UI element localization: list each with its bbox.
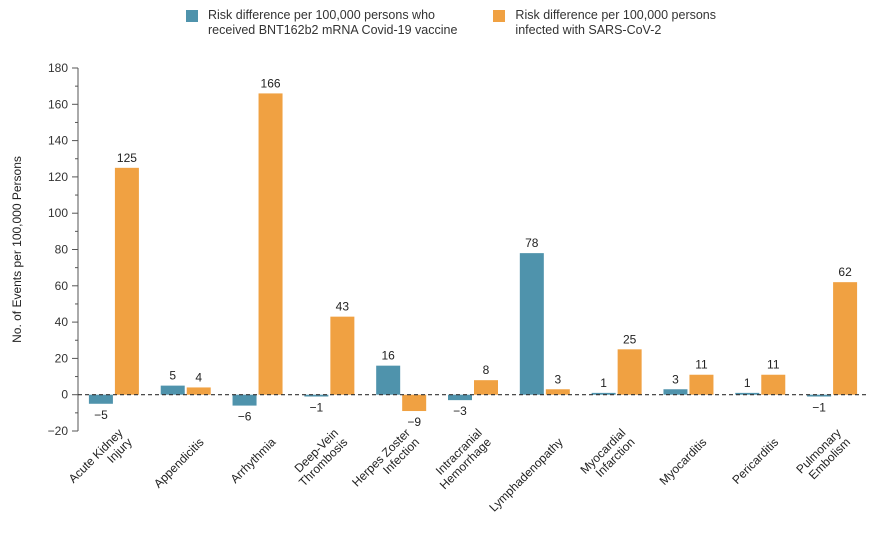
legend-label-vaccine: Risk difference per 100,000 persons who … (208, 8, 458, 37)
data-label-infection: 11 (767, 358, 780, 372)
bar-vaccine (232, 394, 257, 406)
y-tick-label: −20 (48, 424, 69, 438)
data-label-vaccine: −1 (310, 401, 324, 415)
y-tick-label: 140 (48, 134, 68, 148)
data-label-vaccine: 16 (382, 349, 396, 363)
data-label-infection: 11 (695, 358, 708, 372)
bar-infection (617, 349, 642, 395)
bar-vaccine (376, 365, 401, 395)
bar-infection (330, 316, 355, 395)
y-tick-label: 40 (55, 315, 69, 329)
data-label-vaccine: 1 (600, 376, 607, 390)
y-tick-label: 120 (48, 170, 68, 184)
legend-item-vaccine: Risk difference per 100,000 persons who … (186, 8, 457, 38)
x-tick-label: IntracranialHemorrhage (428, 426, 494, 492)
bar-vaccine (807, 394, 832, 397)
bar-infection (545, 389, 570, 395)
data-label-vaccine: 1 (744, 376, 751, 390)
x-tick-label: Pericarditis (729, 435, 781, 487)
y-tick-label: 20 (55, 351, 69, 365)
data-label-infection: 4 (195, 370, 202, 384)
bar-vaccine (160, 385, 185, 395)
data-label-infection: 125 (117, 151, 137, 165)
x-tick-label: Lymphadenopathy (486, 435, 565, 514)
data-label-vaccine: 5 (169, 369, 176, 383)
bar-vaccine (735, 392, 760, 395)
bar-vaccine (88, 394, 113, 404)
x-tick-label: Acute KidneyInjury (66, 426, 135, 495)
legend-swatch-vaccine (186, 10, 198, 22)
data-label-vaccine: −6 (238, 410, 252, 424)
bar-vaccine (591, 392, 616, 395)
data-label-infection: −9 (407, 415, 421, 429)
data-label-infection: 8 (483, 363, 490, 377)
legend: Risk difference per 100,000 persons who … (186, 8, 716, 38)
legend-item-infection: Risk difference per 100,000 persons infe… (493, 8, 716, 38)
bar-vaccine (663, 389, 688, 395)
data-label-infection: 43 (336, 300, 350, 314)
y-axis-title: No. of Events per 100,000 Persons (10, 156, 24, 343)
y-tick-label: 100 (48, 206, 68, 220)
bar-vaccine (304, 394, 329, 397)
data-label-infection: 166 (261, 76, 281, 90)
x-tick-label-line: Arrhythmia (228, 435, 279, 486)
data-label-vaccine: 3 (672, 372, 679, 386)
data-label-vaccine: 78 (525, 236, 539, 250)
x-tick-label-line: Pericarditis (729, 435, 781, 487)
data-label-infection: 25 (623, 332, 637, 346)
bar-infection (186, 387, 211, 395)
data-label-vaccine: −5 (94, 408, 108, 422)
y-tick-label: 180 (48, 61, 68, 75)
bar-vaccine (519, 253, 544, 395)
bar-infection (402, 394, 427, 412)
data-label-vaccine: −1 (812, 401, 826, 415)
x-tick-label: Herpes ZosterInfection (349, 426, 422, 499)
x-tick-label: Deep-VeinThrombosis (287, 426, 350, 489)
legend-label-infection: Risk difference per 100,000 persons infe… (515, 8, 717, 37)
x-tick-label-line: Appendicitis (151, 435, 207, 491)
bar-infection (689, 374, 714, 395)
y-tick-label: 160 (48, 97, 68, 111)
x-tick-label: Appendicitis (151, 435, 207, 491)
x-tick-label-line: Lymphadenopathy (486, 435, 565, 514)
bar-infection (258, 93, 283, 395)
y-tick-label: 0 (61, 388, 68, 402)
data-label-infection: 62 (838, 265, 852, 279)
y-tick-label: 60 (55, 279, 69, 293)
bar-infection (114, 167, 139, 395)
x-tick-label-line: Myocarditis (657, 435, 710, 488)
x-tick-label: PulmonaryEmbolism (793, 426, 853, 486)
x-tick-label: MyocardialInfarction (577, 426, 637, 486)
x-tick-label: Myocarditis (657, 435, 710, 488)
y-tick-label: 80 (55, 243, 69, 257)
bar-infection (474, 380, 498, 395)
bar-infection (833, 282, 858, 395)
bar-infection (761, 374, 786, 395)
data-label-vaccine: −3 (453, 404, 467, 418)
data-label-infection: 3 (554, 372, 561, 386)
bar-vaccine (448, 394, 472, 401)
legend-swatch-infection (493, 10, 506, 22)
x-tick-label: Arrhythmia (228, 435, 279, 486)
